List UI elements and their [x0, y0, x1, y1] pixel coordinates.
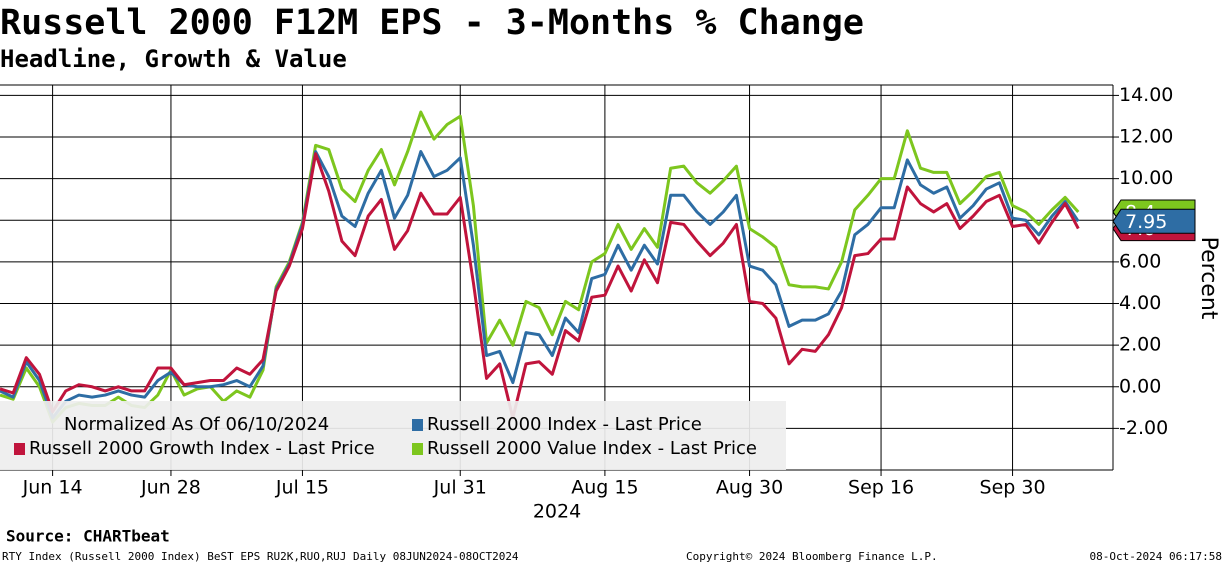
x-tick-label: Jul 31: [433, 477, 487, 499]
legend-label: Russell 2000 Value Index - Last Price: [427, 438, 757, 459]
footer-text: Copyright© 2024 Bloomberg Finance L.P.: [686, 550, 938, 563]
y-tick-label: 12.00: [1119, 126, 1173, 148]
last-value-label: 7.95: [1125, 211, 1167, 233]
chart-subtitle: Headline, Growth & Value: [0, 45, 347, 73]
legend: Normalized As Of 06/10/2024 Russell 2000 …: [0, 401, 786, 470]
y-tick-label: 2.00: [1119, 334, 1161, 356]
x-tick-label: Sep 16: [848, 477, 914, 499]
x-tick-label: Aug 30: [716, 477, 783, 499]
x-tick-label: Jul 15: [275, 477, 329, 499]
legend-label: Russell 2000 Growth Index - Last Price: [29, 438, 375, 459]
footer-text: RTY Index (Russell 2000 Index) BeST EPS …: [2, 550, 519, 563]
y-axis-label: Percent: [1196, 237, 1221, 320]
legend-swatch: [14, 443, 25, 455]
legend-swatch: [412, 419, 423, 431]
y-tick-label: 0.00: [1119, 375, 1161, 397]
x-tick-label: Jun 14: [22, 477, 83, 499]
series-line: [0, 152, 1080, 420]
x-axis-label: 2024: [533, 501, 581, 523]
series-line: [0, 110, 1080, 424]
y-tick-label: 4.00: [1119, 292, 1161, 314]
x-tick-label: Jun 28: [140, 477, 201, 499]
last-value-tag: [1112, 208, 1196, 234]
legend-swatch: [412, 443, 423, 455]
source: Source: CHARTbeat: [6, 527, 170, 546]
x-tick-label: Aug 15: [571, 477, 638, 499]
legend-box: [0, 401, 786, 470]
chart-title: Russell 2000 F12M EPS - 3-Months % Chang…: [0, 3, 864, 43]
y-tick-label: 10.00: [1119, 167, 1173, 189]
series-line: [0, 150, 1080, 420]
footer-text: 08-Oct-2024 06:17:58: [1090, 550, 1222, 563]
legend-label: Russell 2000 Index - Last Price: [427, 414, 702, 435]
x-tick-label: Sep 30: [980, 477, 1046, 499]
y-tick-label: -2.00: [1119, 417, 1168, 439]
legend-note: Normalized As Of 06/10/2024: [64, 414, 329, 435]
y-tick-label: 6.00: [1119, 250, 1161, 272]
y-tick-label: 14.00: [1119, 84, 1173, 106]
